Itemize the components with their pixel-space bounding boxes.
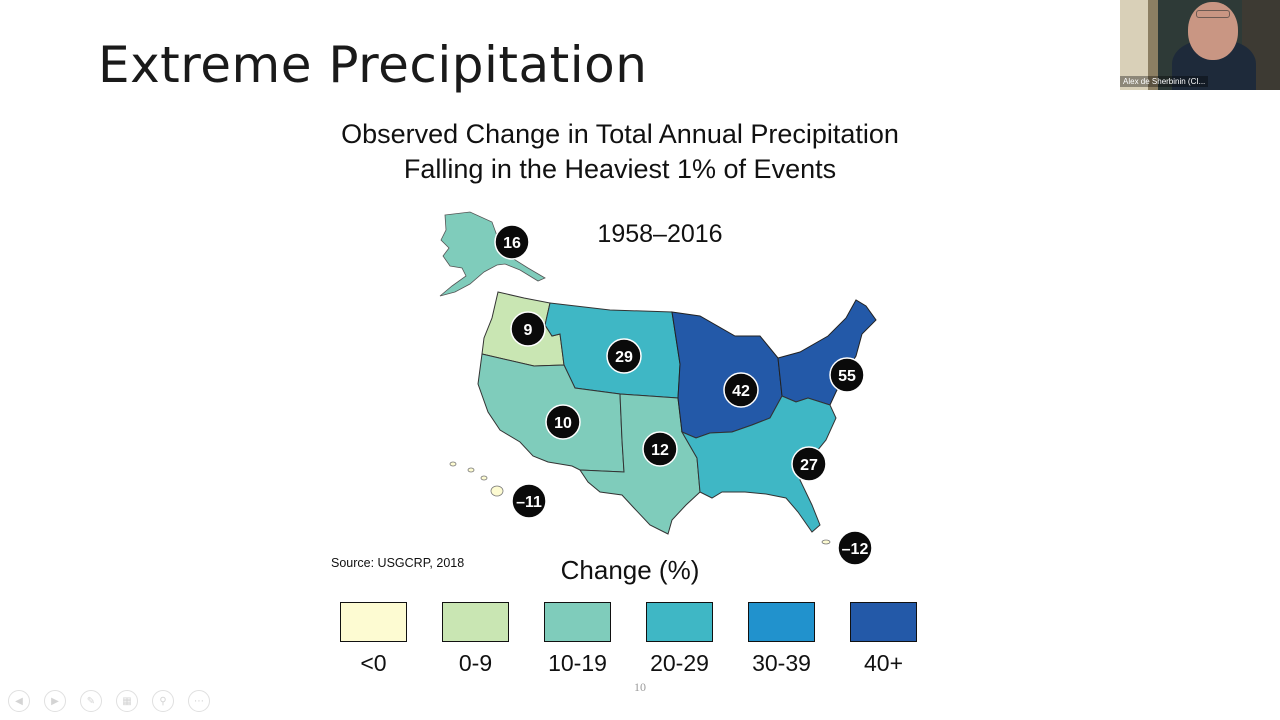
legend-label: 10-19	[548, 650, 607, 676]
value-badge-circle	[510, 311, 546, 347]
participant-name: Alex de Sherbinin (CI...	[1120, 76, 1209, 87]
value-badge-circle	[791, 446, 827, 482]
legend-item: 20-29	[646, 602, 716, 676]
source-credit: Source: USGCRP, 2018	[331, 556, 465, 570]
region-midwest	[671, 311, 783, 439]
more-icon[interactable]: ⋯	[188, 690, 210, 712]
value-badge-circle	[511, 483, 547, 519]
slides-icon[interactable]: ▦	[116, 690, 138, 712]
value-badge-circle	[606, 338, 642, 374]
glasses	[1196, 10, 1230, 18]
value-badge-text: 27	[800, 457, 818, 474]
value-badge-text: 29	[615, 349, 633, 366]
legend-label: 0-9	[458, 650, 493, 676]
value-badge-text: 42	[732, 383, 750, 400]
value-badge-text: 55	[838, 368, 856, 385]
legend-label: 20-29	[650, 650, 709, 676]
legend-item: 10-19	[544, 602, 614, 676]
value-badge: 16	[494, 224, 530, 260]
next-icon[interactable]: ▶	[44, 690, 66, 712]
value-badge: –12	[837, 530, 873, 566]
value-badge-circle	[723, 372, 759, 408]
pen-icon[interactable]: ✎	[80, 690, 102, 712]
legend-swatch	[544, 602, 611, 642]
legend-swatch	[340, 602, 407, 642]
slide-title: Extreme Precipitation	[98, 36, 648, 94]
value-badge-text: 9	[524, 322, 533, 339]
value-badge-text: 10	[554, 415, 572, 432]
bookshelf-left	[1120, 0, 1148, 90]
period-label: 1958–2016	[597, 220, 723, 248]
legend-item: 0-9	[442, 602, 512, 676]
legend-label: <0	[360, 650, 387, 676]
region-puerto-rico	[821, 539, 831, 545]
legend-swatch	[442, 602, 509, 642]
participant-video-tile[interactable]: Alex de Sherbinin (CI...	[1120, 0, 1280, 90]
region-alaska	[439, 211, 546, 297]
value-badge-text: 12	[651, 442, 669, 459]
value-badge: 27	[791, 446, 827, 482]
value-badge: –11	[511, 483, 547, 519]
slideshow-controls: ◀ ▶ ✎ ▦ ⚲ ⋯	[8, 690, 210, 712]
page-number: 10	[634, 680, 646, 694]
value-badge-circle	[545, 404, 581, 440]
value-badge-circle	[642, 431, 678, 467]
figure-title-line2: Falling in the Heaviest 1% of Events	[403, 154, 837, 184]
legend-item: 30-39	[748, 602, 818, 676]
figure-title-line1: Observed Change in Total Annual Precipit…	[341, 119, 899, 149]
zoom-icon[interactable]: ⚲	[152, 690, 174, 712]
value-badge: 29	[606, 338, 642, 374]
value-badge-circle	[837, 530, 873, 566]
value-badge: 9	[510, 311, 546, 347]
previous-icon[interactable]: ◀	[8, 690, 30, 712]
region-hawaii	[449, 461, 504, 497]
legend-swatch	[850, 602, 917, 642]
value-badge: 10	[545, 404, 581, 440]
value-badge-text: –11	[516, 494, 542, 511]
value-badge-circle	[829, 357, 865, 393]
value-badge-text: –12	[842, 541, 869, 558]
legend-item: 40+	[850, 602, 920, 676]
legend-item: <0	[340, 602, 410, 676]
bookshelf-divider	[1148, 0, 1158, 90]
region-northeast	[777, 299, 877, 406]
legend-swatch	[646, 602, 713, 642]
value-badge-circle	[494, 224, 530, 260]
legend-label: 40+	[863, 650, 903, 676]
legend-label: 30-39	[752, 650, 811, 676]
value-badge: 42	[723, 372, 759, 408]
legend-swatch	[748, 602, 815, 642]
value-badge: 55	[829, 357, 865, 393]
legend-title: Change (%)	[560, 555, 700, 585]
figure-title: Observed Change in Total Annual Precipit…	[300, 117, 940, 187]
value-badge-text: 16	[503, 235, 521, 252]
value-badge: 12	[642, 431, 678, 467]
